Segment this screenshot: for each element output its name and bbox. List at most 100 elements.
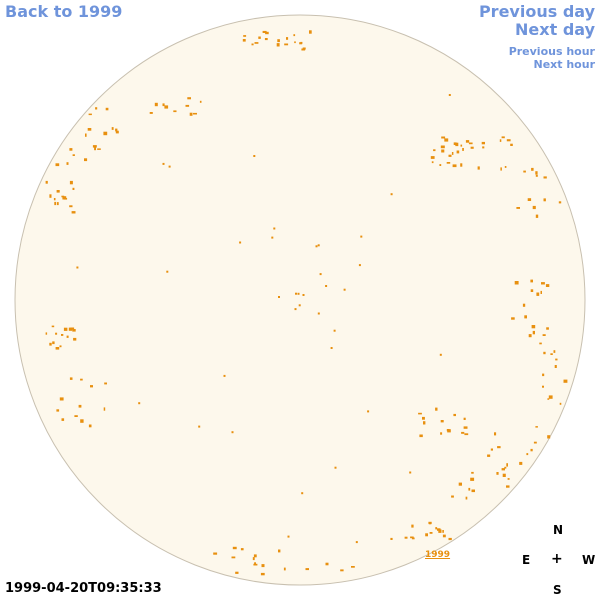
feature-mark	[501, 468, 505, 471]
feature-mark	[541, 282, 545, 285]
feature-mark	[453, 142, 457, 145]
compass-east-label: E	[522, 553, 531, 567]
feature-mark	[90, 385, 93, 388]
feature-mark	[355, 541, 358, 544]
feature-mark	[531, 167, 534, 171]
feature-mark	[482, 146, 485, 149]
feature-mark	[49, 342, 52, 346]
feature-mark	[499, 139, 502, 142]
compass-north-label: N	[553, 523, 564, 537]
feature-mark	[442, 534, 446, 538]
feature-mark	[62, 196, 67, 200]
feature-mark	[559, 402, 562, 405]
feature-mark	[460, 144, 463, 147]
feature-mark	[162, 103, 165, 107]
feature-mark	[452, 164, 457, 168]
feature-mark	[59, 397, 64, 401]
compass-center-icon: +	[551, 551, 563, 567]
next-hour-link[interactable]: Next hour	[533, 58, 596, 71]
feature-mark	[231, 431, 234, 434]
feature-mark	[453, 413, 456, 417]
feature-mark	[477, 166, 480, 170]
feature-mark	[277, 39, 280, 43]
back-to-year-link[interactable]: Back to 1999	[5, 2, 123, 21]
feature-mark	[330, 347, 333, 349]
feature-mark	[53, 198, 56, 201]
feature-mark	[260, 572, 265, 576]
feature-mark	[56, 190, 60, 193]
feature-mark	[422, 416, 425, 420]
feature-mark	[558, 201, 562, 204]
previous-hour-link[interactable]: Previous hour	[508, 45, 595, 58]
feature-mark	[223, 374, 226, 377]
feature-mark	[535, 214, 539, 218]
feature-mark	[530, 279, 533, 283]
feature-mark	[49, 194, 52, 198]
feature-mark	[448, 94, 451, 96]
feature-mark	[506, 485, 510, 488]
feature-mark	[404, 536, 408, 539]
feature-mark	[251, 43, 254, 46]
feature-mark	[481, 141, 485, 145]
feature-mark	[80, 378, 83, 381]
feature-mark	[526, 453, 529, 456]
feature-mark	[71, 211, 76, 214]
feature-mark	[69, 180, 73, 185]
feature-mark	[258, 36, 261, 39]
feature-mark	[530, 289, 534, 292]
feature-mark	[465, 140, 470, 143]
feature-mark	[51, 325, 55, 328]
feature-mark	[429, 532, 433, 534]
feature-mark	[543, 176, 547, 179]
feature-mark	[66, 162, 69, 165]
feature-mark	[45, 180, 48, 184]
feature-mark	[286, 37, 289, 40]
feature-mark	[105, 107, 109, 111]
feature-mark	[283, 567, 286, 571]
previous-day-link[interactable]: Previous day	[478, 2, 595, 21]
feature-mark	[554, 365, 557, 368]
feature-mark	[85, 133, 87, 137]
feature-mark	[187, 97, 191, 100]
feature-mark	[298, 304, 301, 307]
feature-mark	[435, 527, 438, 530]
feature-mark	[439, 353, 442, 356]
feature-mark	[542, 373, 545, 377]
feature-mark	[533, 441, 537, 444]
feature-mark	[524, 315, 527, 319]
feature-mark	[63, 197, 68, 200]
feature-mark	[265, 31, 269, 35]
feature-mark	[315, 245, 318, 248]
feature-mark	[76, 266, 79, 269]
feature-mark	[56, 409, 60, 412]
feature-mark	[262, 30, 267, 33]
feature-mark	[273, 227, 276, 230]
feature-mark	[243, 35, 247, 37]
feature-mark	[500, 167, 502, 171]
feature-mark	[390, 193, 393, 196]
feature-mark	[232, 546, 237, 550]
feature-mark	[547, 398, 550, 400]
feature-mark	[510, 143, 513, 146]
feature-mark	[52, 341, 55, 345]
feature-mark	[523, 170, 526, 173]
feature-mark	[464, 433, 469, 436]
feature-mark	[45, 332, 48, 335]
feature-mark	[185, 104, 190, 107]
next-day-link[interactable]: Next day	[515, 20, 595, 39]
feature-mark	[501, 136, 505, 139]
feature-mark	[463, 426, 468, 429]
feature-mark	[69, 148, 73, 151]
feature-mark	[535, 171, 538, 175]
feature-mark	[189, 112, 193, 116]
feature-mark	[333, 329, 336, 332]
feature-mark	[440, 420, 444, 423]
feature-mark	[78, 404, 82, 408]
feature-mark	[390, 537, 393, 540]
feature-mark	[496, 472, 499, 475]
feature-mark	[252, 557, 255, 561]
feature-mark	[438, 529, 442, 533]
region-label-link[interactable]: 1999	[425, 550, 451, 560]
feature-mark	[506, 463, 508, 467]
feature-mark	[435, 407, 438, 411]
